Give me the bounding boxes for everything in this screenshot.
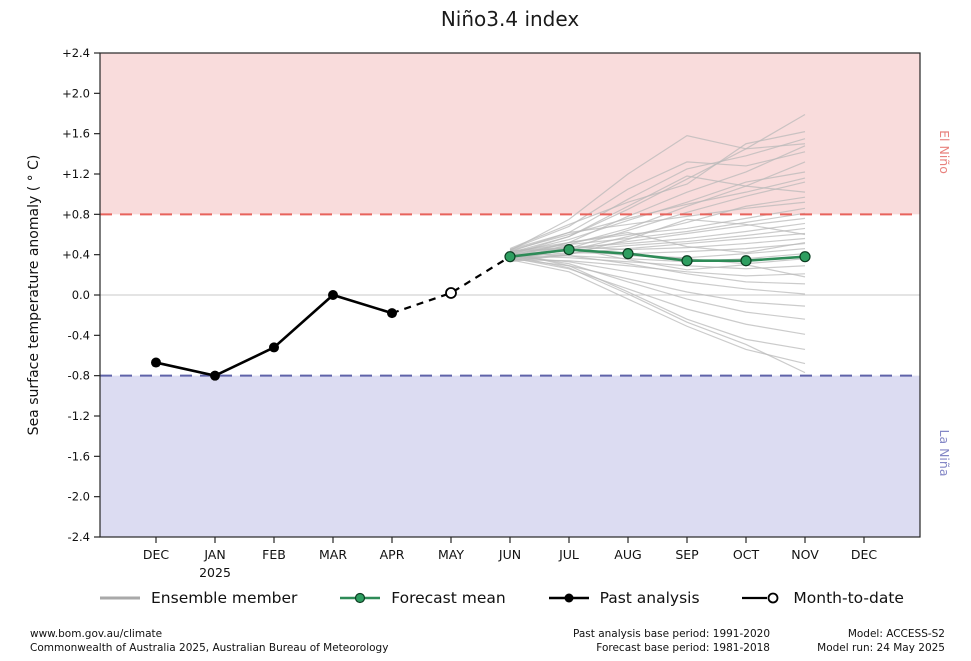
- x-tick-label: NOV: [791, 547, 819, 562]
- y-tick-label: +0.8: [62, 207, 90, 221]
- ensemble-member-line: [509, 207, 806, 257]
- past-analysis-point: [210, 370, 220, 381]
- past-analysis-point: [328, 290, 338, 300]
- ensemble-member-line: [509, 231, 806, 254]
- ensemble-member-line: [509, 131, 806, 250]
- footer-model-name: Model: ACCESS-S2: [847, 628, 945, 640]
- footer-past-base-period: Past analysis base period: 1991-2020: [573, 628, 770, 640]
- legend-label-past-analysis: Past analysis: [599, 589, 700, 607]
- footer-model-info: Model: ACCESS-S2 Model run: 24 May 2025: [817, 628, 945, 655]
- y-tick-label: +1.2: [62, 167, 90, 181]
- past-analysis-point: [387, 308, 397, 319]
- chart-legend: Ensemble member Forecast mean Past analy…: [98, 589, 904, 607]
- y-tick-label: -0.4: [68, 328, 90, 342]
- legend-item-month-to-date: Month-to-date: [740, 589, 904, 607]
- ensemble-member-line: [509, 258, 806, 307]
- la-nina-band: [100, 375, 920, 537]
- ensemble-member-line: [509, 135, 806, 252]
- x-tick-label: DEC: [143, 547, 170, 562]
- forecast-mean-line: [509, 248, 806, 263]
- legend-item-forecast-mean: Forecast mean: [338, 589, 506, 607]
- chart-title: Niño3.4 index: [440, 7, 580, 31]
- y-tick-label: -1.6: [68, 449, 90, 463]
- legend-item-past-analysis: Past analysis: [547, 589, 700, 607]
- ensemble-member-line: [509, 252, 806, 351]
- ensemble-member-line: [509, 151, 806, 251]
- y-tick-label: -2.4: [68, 530, 90, 544]
- forecast-mean-point: [622, 248, 634, 260]
- legend-label-month-to-date: Month-to-date: [793, 589, 904, 607]
- y-tick-label: +2.4: [62, 46, 90, 60]
- ensemble-member-line: [509, 218, 806, 263]
- y-tick-label: -0.8: [68, 369, 90, 383]
- footer-model-run-date: Model run: 24 May 2025: [817, 641, 945, 654]
- forecast-mean-point: [799, 251, 811, 263]
- footer-copyright: Commonwealth of Australia 2025, Australi…: [30, 641, 389, 654]
- forecast-mean-point: [681, 255, 693, 267]
- x-tick-label: DEC: [851, 547, 878, 562]
- legend-item-ensemble-member: Ensemble member: [98, 589, 297, 607]
- la-nina-region-label: La Niña: [937, 429, 952, 476]
- footer-forecast-base-period: Forecast base period: 1981-2018: [596, 641, 770, 654]
- x-tick-label: JUN: [498, 547, 521, 562]
- legend-label-forecast-mean: Forecast mean: [391, 589, 506, 607]
- x-tick-label: JAN: [203, 547, 225, 562]
- ensemble-member-line: [509, 254, 806, 320]
- forecast-mean-point: [563, 244, 575, 256]
- el-nino-region-label: El Niño: [937, 130, 952, 174]
- ensemble-member-line: [509, 259, 806, 365]
- ensemble-member-line: [509, 201, 806, 251]
- footer-site-url: www.bom.gov.au/climate: [30, 628, 163, 640]
- legend-label-ensemble-member: Ensemble member: [151, 589, 298, 607]
- y-tick-label: 0.0: [72, 288, 90, 302]
- x-tick-label: SEP: [675, 547, 699, 562]
- past-analysis-icon: [548, 593, 589, 603]
- ensemble-member-line: [509, 177, 806, 252]
- y-tick-label: -1.2: [68, 409, 90, 423]
- past-analysis-point: [269, 342, 279, 353]
- x-tick-label: APR: [380, 547, 405, 562]
- forecast-mean-point: [740, 255, 752, 267]
- x-tick-label: FEB: [262, 547, 286, 562]
- ensemble-member-icon: [100, 596, 140, 600]
- x-tick-label: MAY: [438, 547, 464, 562]
- y-tick-label: +2.0: [62, 86, 90, 100]
- ensemble-member-line: [509, 242, 806, 259]
- past-analysis-point: [151, 357, 161, 368]
- forecast-mean-icon: [340, 592, 381, 604]
- x-tick-label: MAR: [319, 547, 347, 562]
- y-tick-label: +0.4: [62, 248, 90, 262]
- x-tick-label: OCT: [733, 547, 760, 562]
- footer-base-periods: Past analysis base period: 1991-2020 For…: [573, 628, 770, 655]
- ensemble-member-line: [509, 255, 806, 270]
- ensemble-member-line: [509, 237, 806, 254]
- month-to-date-dashed-line: [391, 255, 511, 315]
- past-analysis-line: [155, 293, 393, 378]
- month-to-date-point: [445, 287, 457, 299]
- ensemble-member-line: [509, 212, 806, 253]
- ensemble-member-line: [509, 255, 806, 374]
- y-tick-label: +1.6: [62, 127, 90, 141]
- month-to-date-icon: [742, 592, 779, 604]
- ensemble-member-line: [509, 246, 806, 278]
- forecast-mean-point: [504, 251, 516, 263]
- x-tick-label: AUG: [614, 547, 641, 562]
- ensemble-member-line: [509, 257, 806, 335]
- year-label: 2025: [199, 565, 231, 580]
- nino34-chart-plot: +2.4 +2.0 +1.6 +1.2 +0.8 +0.4 0.0 -0.4 -0.8 -1.2 -…: [26, 46, 952, 580]
- x-tick-label: JUL: [558, 547, 579, 562]
- ensemble-member-line: [509, 256, 806, 295]
- y-tick-label: -2.0: [68, 490, 90, 504]
- footer-left: www.bom.gov.au/climate Commonwealth of A…: [30, 628, 388, 655]
- ensemble-member-line: [509, 175, 806, 254]
- y-axis-label: Sea surface temperature anomaly ( ° C): [26, 155, 42, 436]
